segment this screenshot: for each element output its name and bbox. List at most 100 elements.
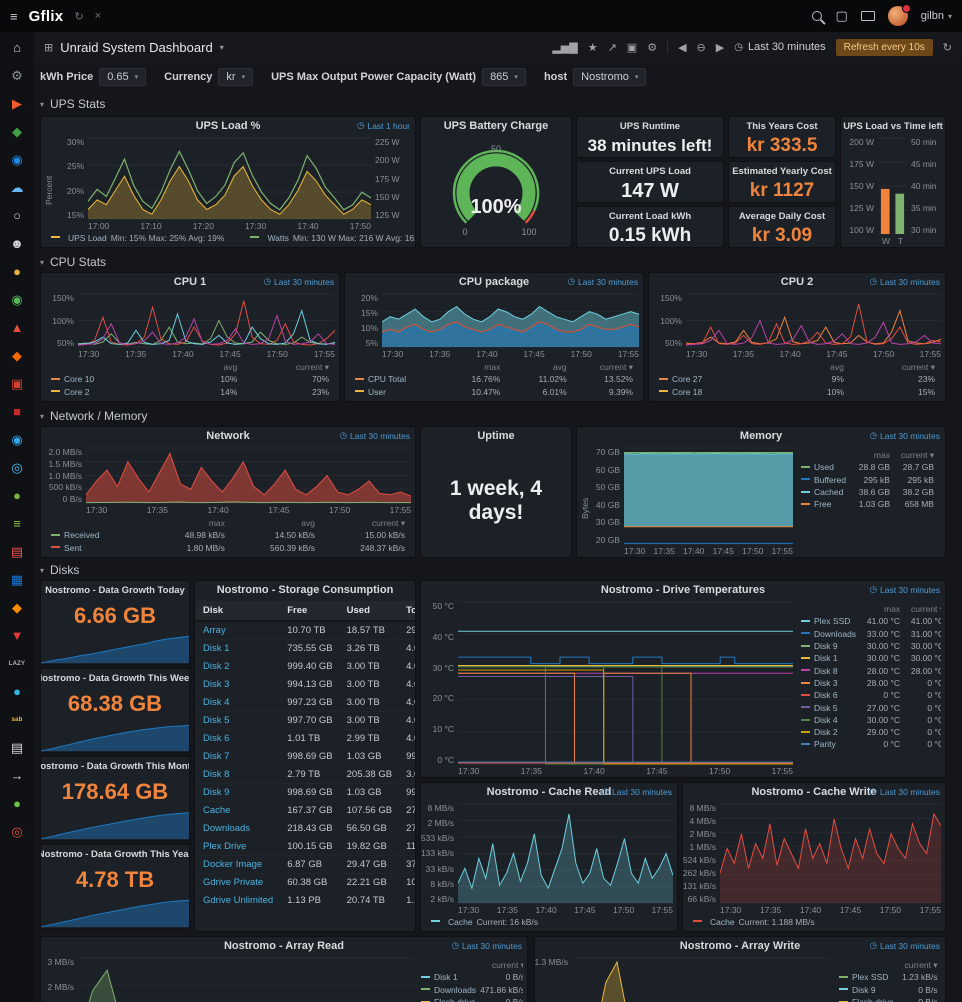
panel-title[interactable]: UPS Battery Charge (443, 120, 549, 132)
app-title[interactable]: Gflix (28, 7, 64, 25)
user-menu[interactable]: gilbn ▾ (920, 10, 952, 22)
legend-col-header[interactable]: max (884, 604, 901, 614)
cpu1-chart[interactable] (77, 293, 336, 348)
table-col-header[interactable]: Total (399, 601, 415, 622)
legend-col-header[interactable]: current ▾ (901, 362, 935, 373)
legend-series-toggle[interactable]: Disk 5 (799, 702, 858, 714)
panel-title[interactable]: Network (206, 430, 250, 442)
section-disks[interactable]: ▾ Disks (40, 563, 80, 577)
gear-icon[interactable]: ⚙ (11, 68, 23, 83)
legend-series-toggle[interactable]: Flash drive (419, 996, 478, 1002)
legend-series-toggle[interactable]: Core 2 (49, 386, 148, 398)
table-col-header[interactable]: Disk (196, 601, 281, 622)
panel-title[interactable]: Current UPS Load (609, 165, 691, 177)
red-flame-icon[interactable]: ▲ (10, 320, 24, 335)
panel-title[interactable]: Estimated Yearly Cost (732, 165, 832, 177)
table-col-header[interactable]: Used (339, 601, 400, 622)
chevron-left-icon[interactable]: ◀ (678, 41, 687, 54)
disk-name-link[interactable]: Docker Image (196, 855, 281, 874)
panel-title[interactable]: Nostromo - Data Growth Today (45, 584, 185, 596)
panel-title[interactable]: CPU 1 (173, 276, 207, 288)
variable-value-dropdown[interactable]: Nostromo ▾ (573, 68, 647, 86)
cache-read-chart[interactable] (457, 803, 674, 904)
panel-title[interactable]: Nostromo - Data Growth This Week (40, 672, 190, 684)
legend-series-toggle[interactable]: Disk 4 (799, 714, 858, 726)
disk-name-link[interactable]: Disk 4 (196, 693, 281, 712)
refresh-interval-chip[interactable]: Refresh every 10s (835, 38, 933, 56)
red-arrow-down-icon[interactable]: ▼ (10, 628, 24, 643)
green-circle-icon[interactable]: ● (13, 488, 21, 503)
legend-series-toggle[interactable]: Used (799, 461, 848, 473)
disk-name-link[interactable]: Disk 5 (196, 711, 281, 730)
yellow-circle-icon[interactable]: ● (13, 264, 21, 279)
green-diamond-icon[interactable]: ◆ (12, 124, 22, 139)
avatar[interactable] (887, 4, 911, 26)
cpu-package-chart[interactable] (381, 293, 640, 348)
array-read-chart[interactable] (78, 957, 413, 1002)
legend-series-toggle[interactable]: Disk 8 (799, 665, 858, 677)
cpu2-chart[interactable] (685, 293, 942, 348)
panel-title[interactable]: CPU package (458, 276, 530, 288)
panel-title[interactable]: Current Load kWh (608, 210, 692, 222)
time-range-picker[interactable]: ◷ Last 30 minutes (734, 41, 826, 53)
close-icon[interactable]: × (94, 10, 102, 22)
legend-series-toggle[interactable]: Plex SSD (837, 971, 896, 983)
gear-icon[interactable]: ⚙ (647, 41, 658, 54)
legend-series-toggle[interactable]: Disk 2 (799, 726, 858, 738)
panel-title[interactable]: Nostromo - Storage Consumption (216, 584, 394, 596)
legend-col-header[interactable]: current ▾ (910, 604, 941, 614)
legend-item[interactable]: UPS Load Min: 15% Max: 25% Avg: 19% (51, 233, 224, 243)
panel-title[interactable]: This Years Cost (746, 120, 818, 132)
legend-item[interactable]: Cache Current: 1.188 MB/s (693, 917, 815, 927)
disk-name-link[interactable]: Gdrive Unlimited (196, 891, 281, 910)
legend-col-header[interactable]: current ▾ (491, 960, 523, 970)
panel-title[interactable]: Nostromo - Drive Temperatures (600, 584, 766, 596)
legend-series-toggle[interactable]: Core 10 (49, 373, 148, 385)
legend-col-header[interactable]: current ▾ (371, 518, 405, 529)
legend-series-toggle[interactable]: Disk 9 (837, 984, 896, 996)
section-network-memory[interactable]: ▾ Network / Memory (40, 409, 148, 423)
disk-name-link[interactable]: Plex Drive (196, 837, 281, 856)
disk-name-link[interactable]: Disk 7 (196, 747, 281, 766)
panel-title[interactable]: Nostromo - Cache Write (751, 786, 877, 798)
legend-col-header[interactable]: current ▾ (904, 960, 938, 970)
disk-name-link[interactable]: Disk 3 (196, 675, 281, 694)
variable-value-dropdown[interactable]: 865 ▾ (482, 68, 526, 86)
panel-title[interactable]: Nostromo - Data Growth This Month (40, 760, 190, 772)
legend-series-toggle[interactable]: Disk 9 (799, 640, 858, 652)
sab-text-icon[interactable]: sab (11, 716, 23, 723)
legend-series-toggle[interactable]: Flash drive (837, 996, 896, 1002)
blue-swirl-icon[interactable]: ◎ (11, 460, 23, 475)
panel-title[interactable]: UPS Runtime (619, 120, 681, 132)
drive-temps-chart[interactable] (458, 601, 793, 765)
legend-series-toggle[interactable]: Received (49, 529, 146, 541)
variable-value-dropdown[interactable]: kr ▾ (218, 68, 254, 86)
home-icon[interactable]: ⌂ (13, 40, 21, 55)
cache-write-chart[interactable] (719, 803, 942, 904)
lazy-text-icon[interactable]: LAZY (8, 660, 26, 667)
legend-item[interactable]: Watts Min: 130 W Max: 216 W Avg: 162 W (250, 233, 415, 243)
disk-name-link[interactable]: Disk 2 (196, 657, 281, 676)
legend-series-toggle[interactable]: CPU Total (353, 373, 436, 385)
disk-name-link[interactable]: Disk 1 (196, 639, 281, 658)
chevron-right-icon[interactable]: ▶ (715, 41, 725, 54)
panel-title[interactable]: Memory (739, 430, 783, 442)
legend-col-header[interactable]: avg (552, 362, 567, 373)
blue-eye-icon[interactable]: ◉ (11, 432, 23, 447)
legend-series-toggle[interactable]: Disk 1 (419, 971, 478, 983)
disk-name-link[interactable]: Downloads (196, 819, 281, 838)
hamburger-menu-icon[interactable]: ≡ (10, 8, 18, 24)
search-icon[interactable]: ○ (13, 208, 21, 223)
disk-name-link[interactable]: Disk 9 (196, 783, 281, 802)
zoom-out-icon[interactable]: ⊖ (696, 41, 706, 54)
ups-load-chart[interactable] (87, 137, 372, 220)
red-box-icon[interactable]: ■ (13, 404, 21, 419)
red-shield-icon[interactable]: ▣ (10, 376, 24, 391)
disk-name-link[interactable]: Array (196, 621, 281, 640)
legend-col-header[interactable]: current ▾ (900, 450, 934, 460)
share-icon[interactable]: ↗ (607, 41, 617, 54)
legend-series-toggle[interactable]: Sent (49, 542, 146, 554)
monitor-icon[interactable] (860, 11, 875, 21)
disk-name-link[interactable]: Disk 8 (196, 765, 281, 784)
panel-title[interactable]: Average Daily Cost (738, 210, 826, 222)
